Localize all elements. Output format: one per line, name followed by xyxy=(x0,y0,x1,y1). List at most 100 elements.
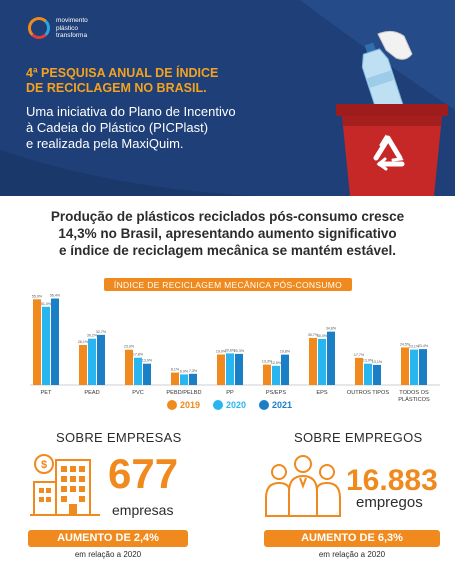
logo-text: movimento plástico transforma xyxy=(56,17,88,40)
bar-2021-5 xyxy=(281,354,289,385)
data-label-2019-4: 19,9% xyxy=(216,349,227,353)
header-banner: movimento plástico transforma 4ª PESQUIS… xyxy=(0,0,455,196)
recycle-icon xyxy=(373,134,405,171)
svg-text:$: $ xyxy=(41,459,47,471)
recycling-bin-illustration xyxy=(336,30,448,196)
headline: Produção de plásticos reciclados pós-con… xyxy=(20,208,435,259)
data-label-2020-8: 23,1% xyxy=(409,345,420,349)
chart-bars: 55,9% 51,0% 56,4% PET 26,1% 30,2%32,7% PEAD 23,… xyxy=(32,294,430,403)
headline-line-1: Produção de plásticos reciclados pós-con… xyxy=(50,209,405,224)
data-label-2020-5: 12,5% xyxy=(271,361,282,365)
data-label-2020-1: 30,2% xyxy=(87,334,98,338)
category-label-2: PVC xyxy=(132,390,144,396)
category-label-4: PP xyxy=(226,390,234,396)
data-label-2019-8: 24,5% xyxy=(400,342,411,346)
data-label-2021-7: 13,1% xyxy=(372,360,383,364)
subtitle-line-1: Uma iniciativa do Plano de Incentivo xyxy=(26,104,236,119)
data-label-2020-7: 13,9% xyxy=(363,359,374,363)
logo-line-2: plástico xyxy=(56,24,79,32)
data-label-2020-6: 30,0% xyxy=(317,334,328,338)
data-label-2020-3: 6,9% xyxy=(180,369,189,373)
headline-line-3: e índice de reciclagem mecânica se manté… xyxy=(59,243,396,258)
data-label-2019-3: 8,1% xyxy=(171,368,180,372)
bar-2019-5 xyxy=(263,364,271,385)
bar-2020-3 xyxy=(180,374,188,385)
bar-2019-2 xyxy=(125,349,133,385)
bar-2019-1 xyxy=(79,344,87,385)
bar-2019-7 xyxy=(355,357,363,385)
bar-2019-4 xyxy=(217,354,225,385)
category-label-7: OUTROS TIPOS xyxy=(347,390,389,396)
data-label-2019-1: 26,1% xyxy=(78,340,89,344)
data-label-2021-8: 23,4% xyxy=(418,344,429,348)
chart-title: ÍNDICE DE RECICLAGEM MECÂNICA PÓS-CONSUM… xyxy=(114,280,342,290)
title-line-2: DE RECICLAGEM NO BRASIL. xyxy=(26,81,207,95)
legend-label-2021: 2021 xyxy=(272,400,292,410)
data-label-2020-4: 20,6% xyxy=(225,348,236,352)
data-label-2021-1: 32,7% xyxy=(96,330,107,334)
bar-2019-6 xyxy=(309,337,317,385)
data-label-2019-6: 30,7% xyxy=(308,333,319,337)
bar-2021-2 xyxy=(143,363,151,385)
legend-swatch-2020 xyxy=(213,400,223,410)
category-label-6: EPS xyxy=(316,390,327,396)
bar-2021-7 xyxy=(373,364,381,385)
bar-2020-7 xyxy=(364,363,372,385)
category-label-0: PET xyxy=(41,390,52,396)
data-label-2019-0: 55,9% xyxy=(32,294,43,298)
headline-line-2: 14,3% no Brasil, apresentando aumento si… xyxy=(58,226,397,241)
page-title: 4ª PESQUISA ANUAL DE ÍNDICE DE RECICLAGE… xyxy=(26,66,296,96)
category-label-8: TODOS OS xyxy=(399,390,429,396)
title-line-1: 4ª PESQUISA ANUAL DE ÍNDICE xyxy=(26,66,219,80)
empregos-value: 16.883 xyxy=(346,464,438,497)
data-label-2021-3: 7,3% xyxy=(189,369,198,373)
legend-label-2020: 2020 xyxy=(226,400,246,410)
legend-swatch-2021 xyxy=(259,400,269,410)
page-subtitle: Uma iniciativa do Plano de Incentivo à C… xyxy=(26,104,256,152)
bar-2021-1 xyxy=(97,334,105,385)
empregos-unit: empregos xyxy=(356,494,423,511)
legend-swatch-2019 xyxy=(167,400,177,410)
legend-label-2019: 2019 xyxy=(180,400,200,410)
empresas-section-title: SOBRE EMPRESAS xyxy=(56,430,182,445)
data-label-2021-6: 34,8% xyxy=(326,327,337,331)
chart-title-background xyxy=(104,278,352,291)
building-icon: $ xyxy=(30,454,100,516)
bar-2019-8 xyxy=(401,347,409,385)
category-label-8: PLÁSTICOS xyxy=(398,396,430,403)
hand-icon xyxy=(377,30,413,60)
bar-2020-4 xyxy=(226,353,234,385)
empregos-section-title: SOBRE EMPREGOS xyxy=(294,430,423,445)
category-label-1: PEAD xyxy=(84,390,99,396)
bar-2021-4 xyxy=(235,353,243,385)
empresas-note: em relação a 2020 xyxy=(74,550,142,559)
data-label-2021-4: 20,3% xyxy=(234,349,245,353)
empregos-note: em relação a 2020 xyxy=(318,550,386,559)
data-label-2019-5: 13,3% xyxy=(262,360,273,364)
data-label-2020-0: 51,0% xyxy=(41,302,52,306)
category-label-5: PS/EPS xyxy=(266,390,286,396)
bar-2020-1 xyxy=(88,338,96,385)
data-label-2021-2: 13,9% xyxy=(142,359,153,363)
category-label-3: PEBD/PELBD xyxy=(166,390,201,396)
subtitle-line-3: e realizada pela MaxiQuim. xyxy=(26,136,184,151)
bar-2021-8 xyxy=(419,349,427,385)
empregos-increase-badge: AUMENTO DE 6,3% xyxy=(264,530,440,547)
empresas-increase-badge: AUMENTO DE 2,4% xyxy=(28,530,188,547)
recycling-index-chart: ÍNDICE DE RECICLAGEM MECÂNICA PÓS-CONSUM… xyxy=(30,278,440,410)
empresas-unit: empresas xyxy=(112,502,174,518)
logo-line-3: transforma xyxy=(56,32,88,39)
data-label-2019-2: 23,0% xyxy=(124,345,135,349)
bar-2021-0 xyxy=(51,298,59,385)
data-label-2021-0: 56,4% xyxy=(50,294,61,298)
bar-2019-0 xyxy=(33,299,41,385)
bar-2020-5 xyxy=(272,365,280,385)
bar-2020-2 xyxy=(134,357,142,385)
empresas-value: 677 xyxy=(108,450,179,497)
logo-line-1: movimento xyxy=(56,17,88,24)
logo-icon xyxy=(28,17,50,39)
bar-2019-3 xyxy=(171,372,179,385)
bar-2020-6 xyxy=(318,339,326,385)
data-label-2020-2: 17,8% xyxy=(133,353,144,357)
data-label-2021-5: 19,8% xyxy=(280,350,291,354)
